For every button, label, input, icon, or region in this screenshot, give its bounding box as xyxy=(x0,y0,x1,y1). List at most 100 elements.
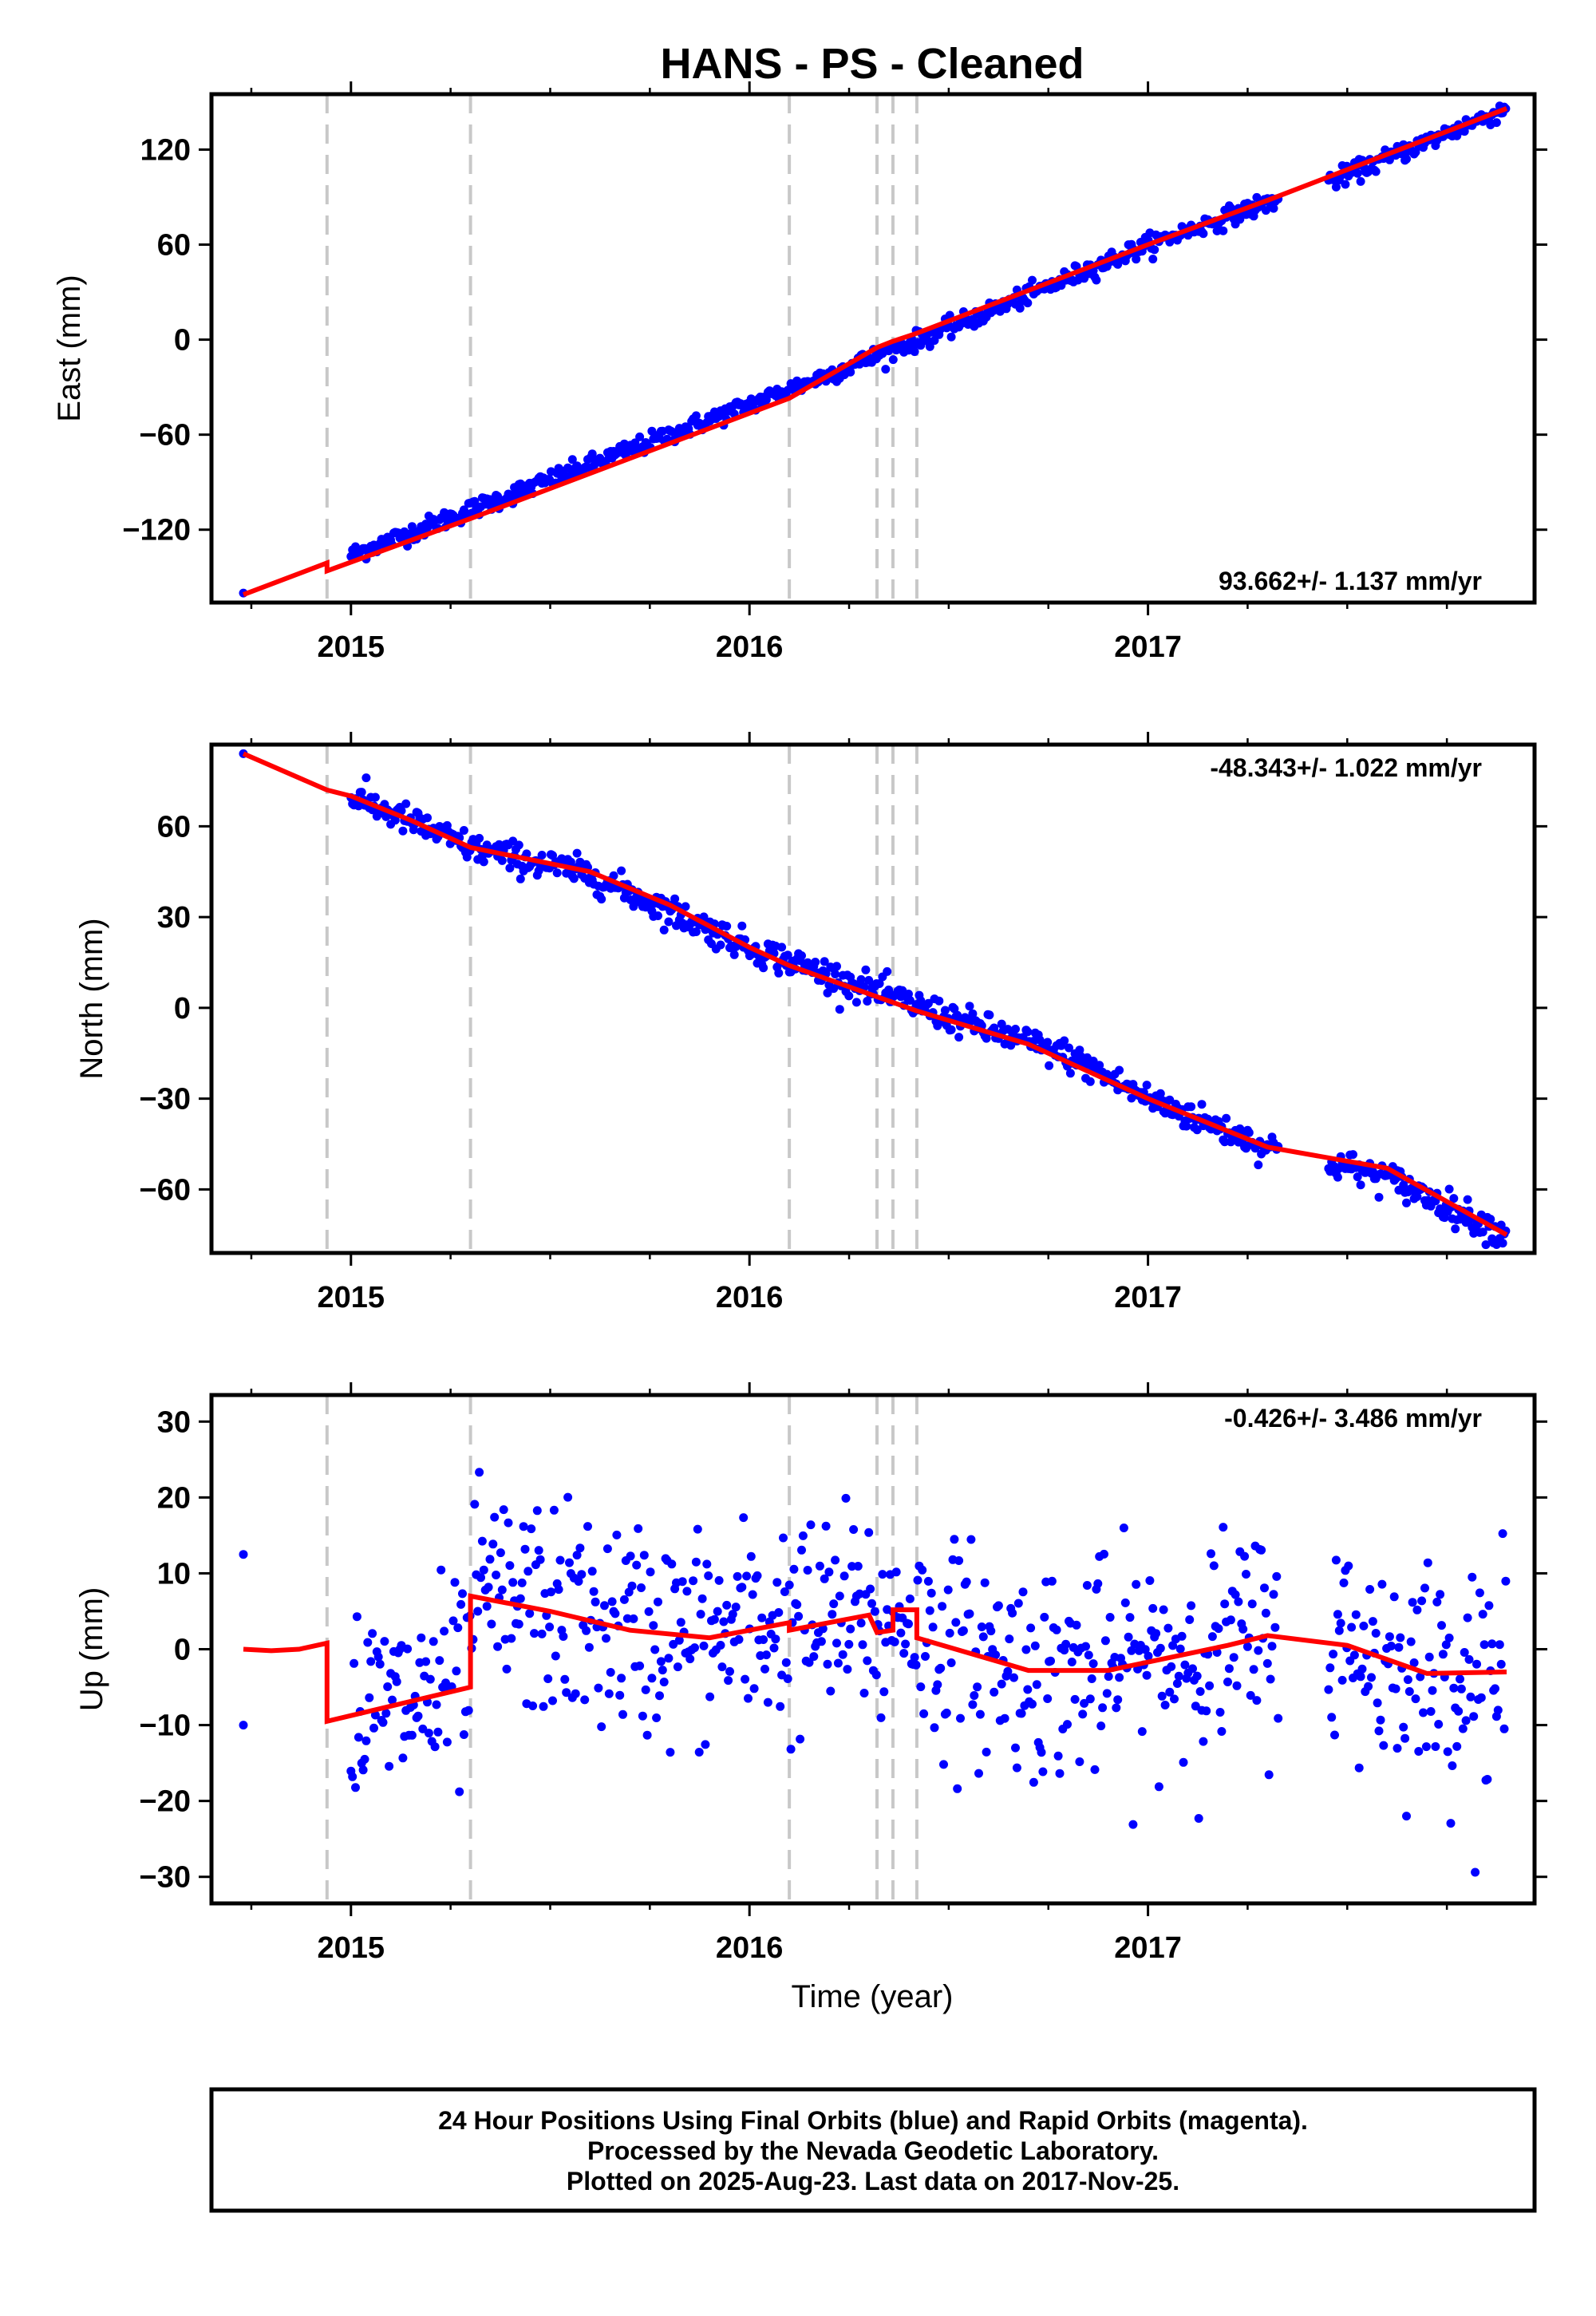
data-point xyxy=(997,1679,1006,1689)
east-y-axis-label: East (mm) xyxy=(52,275,87,421)
data-point xyxy=(1399,1180,1408,1190)
data-point xyxy=(587,449,597,459)
data-point xyxy=(923,998,933,1008)
data-point xyxy=(742,1571,752,1581)
data-point xyxy=(659,1678,669,1687)
data-point xyxy=(1376,1715,1385,1725)
data-point xyxy=(1469,1712,1479,1721)
data-point xyxy=(741,1674,750,1684)
data-point xyxy=(417,1633,426,1642)
data-point xyxy=(470,1500,480,1509)
up-panel: 2015 2016 2017 −30 −20 −10 0 10 20 30 Up (mm) -0.… xyxy=(74,1382,1547,1965)
data-point xyxy=(714,1575,724,1585)
data-point xyxy=(974,1769,983,1778)
data-point xyxy=(659,925,669,935)
data-point xyxy=(1222,1113,1231,1123)
data-point xyxy=(572,1551,582,1560)
data-point xyxy=(940,1006,950,1015)
data-point xyxy=(1104,1672,1113,1682)
north-frame xyxy=(209,742,1537,1255)
data-point xyxy=(1063,1720,1072,1729)
data-point xyxy=(820,1574,829,1583)
data-point xyxy=(713,1607,722,1616)
data-point xyxy=(719,1617,729,1626)
data-point xyxy=(430,1742,440,1752)
data-point xyxy=(888,355,898,365)
data-point xyxy=(591,1597,600,1607)
data-point xyxy=(911,1660,921,1670)
data-point xyxy=(1402,154,1411,164)
data-point xyxy=(1356,1180,1365,1190)
data-point xyxy=(429,1637,438,1646)
data-point xyxy=(626,1551,635,1561)
data-point xyxy=(398,1753,408,1763)
data-point xyxy=(1075,1045,1084,1055)
data-point xyxy=(1093,1579,1103,1588)
data-point xyxy=(737,1583,747,1592)
data-point xyxy=(702,1559,712,1569)
data-point xyxy=(1055,1769,1065,1778)
data-point xyxy=(1018,1587,1028,1597)
data-point xyxy=(352,1612,361,1622)
data-point xyxy=(635,432,645,441)
data-point xyxy=(1127,1646,1136,1655)
data-point xyxy=(520,1544,530,1554)
data-point xyxy=(493,1642,503,1651)
data-point xyxy=(368,1629,377,1638)
north-points xyxy=(239,749,1511,1250)
data-point xyxy=(1437,1621,1446,1630)
data-point xyxy=(722,922,732,931)
data-point xyxy=(1238,1624,1248,1634)
data-point xyxy=(1046,1656,1055,1666)
data-point xyxy=(828,1610,837,1619)
data-point xyxy=(824,1567,834,1577)
data-point xyxy=(784,1580,794,1590)
data-point xyxy=(1261,206,1270,215)
data-point xyxy=(986,1626,996,1636)
data-point xyxy=(539,1701,548,1711)
data-point xyxy=(1267,1642,1277,1651)
data-point xyxy=(1412,1192,1422,1201)
data-point xyxy=(630,438,640,448)
data-point xyxy=(1043,1037,1053,1047)
y-tick-label: −60 xyxy=(140,1173,191,1207)
data-point xyxy=(994,1601,1003,1611)
up-points xyxy=(239,1468,1511,1877)
data-point xyxy=(1132,1579,1141,1589)
data-point xyxy=(1481,1240,1491,1250)
data-point xyxy=(1067,1658,1077,1666)
data-point xyxy=(685,1654,695,1664)
data-point xyxy=(502,1664,512,1674)
data-point xyxy=(575,1543,585,1553)
east-frame xyxy=(209,92,1537,605)
data-point xyxy=(523,1567,533,1576)
data-point xyxy=(1349,1650,1359,1660)
data-point xyxy=(794,1611,804,1621)
data-point xyxy=(1030,1641,1040,1650)
data-point xyxy=(1194,1814,1203,1823)
data-point xyxy=(809,1652,819,1662)
data-point xyxy=(1113,1695,1123,1705)
data-point xyxy=(637,1583,646,1592)
data-point xyxy=(861,965,871,974)
data-point xyxy=(664,917,674,927)
data-point xyxy=(1234,1597,1243,1607)
data-point xyxy=(1408,1598,1417,1607)
data-point xyxy=(737,921,747,931)
data-point xyxy=(883,966,892,976)
data-point xyxy=(956,1713,965,1723)
data-point xyxy=(577,1570,587,1579)
data-point xyxy=(666,1748,675,1757)
data-point xyxy=(1023,298,1033,308)
data-point xyxy=(641,1685,650,1694)
data-point xyxy=(722,1600,732,1610)
data-point xyxy=(841,1493,851,1503)
data-point xyxy=(1247,1599,1257,1609)
data-point xyxy=(977,1622,986,1631)
data-point xyxy=(980,1578,990,1587)
data-point xyxy=(587,1567,597,1576)
data-point xyxy=(910,1653,919,1662)
x-axis-label: Time (year) xyxy=(792,1979,954,2014)
data-point xyxy=(1424,1652,1434,1662)
data-point xyxy=(744,1694,753,1703)
